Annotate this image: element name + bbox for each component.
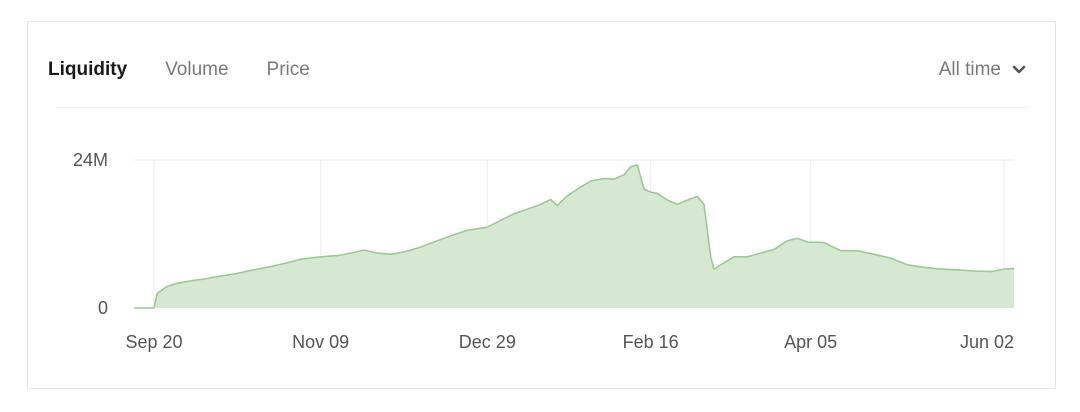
liquidity-line (134, 164, 1015, 309)
chart-tabs: Liquidity Volume Price (48, 58, 348, 82)
header-divider (56, 107, 1028, 108)
x-tick-label-1: Nov 09 (292, 332, 349, 352)
time-range-label: All time (938, 59, 1001, 80)
tab-price[interactable]: Price (266, 59, 310, 80)
y-tick-label-0: 0 (98, 298, 108, 318)
time-range-dropdown[interactable]: All time (939, 58, 1027, 82)
x-tick-label-0: Sep 20 (125, 332, 182, 352)
liquidity-area (134, 164, 1014, 308)
y-tick-label-1: 24M (73, 150, 108, 170)
chevron-down-icon (1011, 62, 1027, 78)
tab-volume[interactable]: Volume (165, 59, 229, 80)
x-tick-label-5: Jun 02 (960, 332, 1014, 352)
x-tick-label-2: Dec 29 (459, 332, 516, 352)
x-tick-label-4: Apr 05 (784, 332, 837, 352)
tab-liquidity[interactable]: Liquidity (48, 59, 128, 80)
x-tick-label-3: Feb 16 (623, 332, 679, 352)
